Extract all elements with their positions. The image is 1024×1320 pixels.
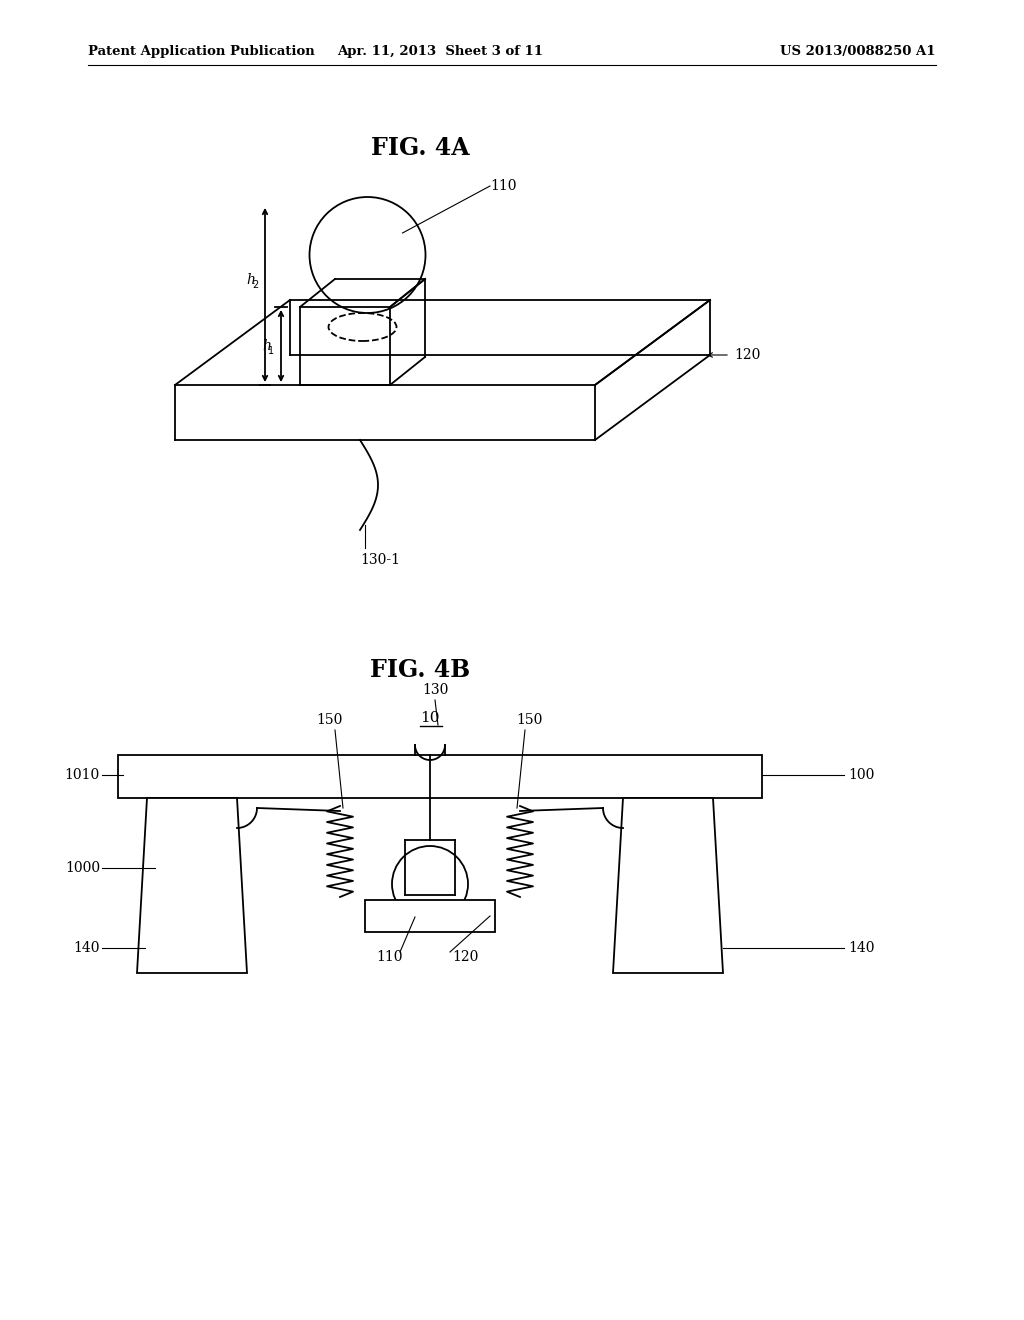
Text: Apr. 11, 2013  Sheet 3 of 11: Apr. 11, 2013 Sheet 3 of 11 <box>337 45 543 58</box>
Text: 1: 1 <box>268 346 274 356</box>
Text: US 2013/0088250 A1: US 2013/0088250 A1 <box>780 45 936 58</box>
Text: 140: 140 <box>848 941 874 954</box>
Text: 110: 110 <box>377 950 403 964</box>
Bar <box>118 755 762 799</box>
Text: 140: 140 <box>74 941 100 954</box>
Polygon shape <box>137 799 247 973</box>
Text: h: h <box>262 339 271 352</box>
Text: h: h <box>247 273 255 286</box>
Text: FIG. 4B: FIG. 4B <box>370 657 470 682</box>
Text: FIG. 4A: FIG. 4A <box>371 136 469 160</box>
Text: 10: 10 <box>420 711 439 725</box>
Text: 110: 110 <box>490 180 516 193</box>
Text: 150: 150 <box>517 713 543 727</box>
Text: Patent Application Publication: Patent Application Publication <box>88 45 314 58</box>
Text: 1010: 1010 <box>65 768 100 781</box>
Text: 150: 150 <box>316 713 343 727</box>
Bar <box>365 900 495 932</box>
Text: 130: 130 <box>422 682 449 697</box>
Text: 100: 100 <box>848 768 874 781</box>
Text: 1000: 1000 <box>65 861 100 875</box>
Text: 2: 2 <box>252 280 258 290</box>
Polygon shape <box>613 799 723 973</box>
Text: 120: 120 <box>452 950 478 964</box>
Text: 130-1: 130-1 <box>360 553 400 568</box>
Text: 120: 120 <box>734 348 761 362</box>
